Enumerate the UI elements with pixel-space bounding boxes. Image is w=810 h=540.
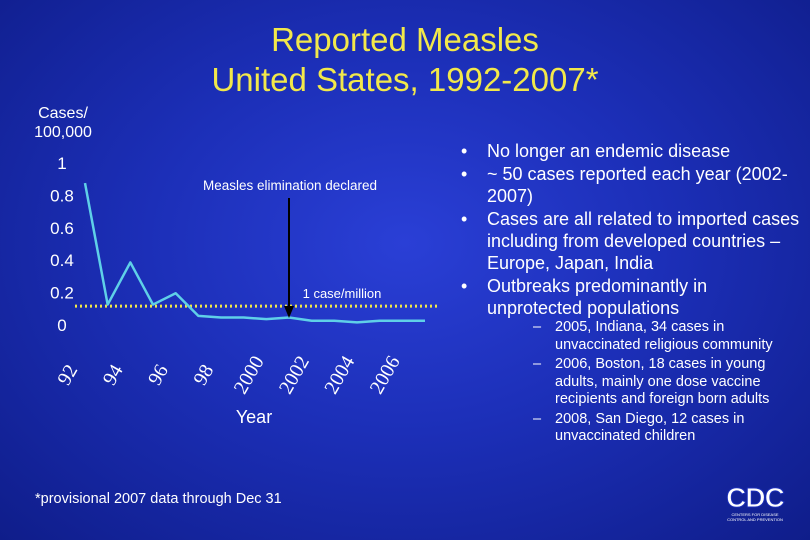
- x-tick-label: 96: [144, 361, 173, 389]
- x-tick-label: 94: [99, 361, 128, 389]
- cdc-logo: CDC CENTERS FOR DISEASE CONTROL AND PREV…: [722, 482, 788, 522]
- bullet-item-endemic: No longer an endemic disease: [453, 140, 803, 162]
- y-axis-label: Cases/: [38, 105, 88, 122]
- y-tick-label: 0.2: [50, 284, 74, 303]
- x-tick-label: 2002: [275, 352, 314, 398]
- y-tick-label: 0.4: [50, 251, 74, 270]
- x-tick-label: 2004: [320, 352, 359, 398]
- sub-bullet-indiana: 2005, Indiana, 34 cases in unvaccinated …: [487, 319, 803, 354]
- slide-title-line-1: Reported Measles: [271, 21, 539, 58]
- y-tick-label: 0: [57, 316, 66, 335]
- bullet-item-cases-per-year: ~ 50 cases reported each year (2002-2007…: [453, 163, 803, 207]
- y-tick-label: 1: [57, 154, 66, 173]
- logo-subtext: CENTERS FOR DISEASE CONTROL AND PREVENTI…: [727, 512, 783, 522]
- sub-bullet-boston: 2006, Boston, 18 cases in young adults, …: [487, 356, 803, 409]
- y-axis-label: 100,000: [34, 124, 92, 141]
- bullet-text: No longer an endemic disease: [487, 141, 731, 161]
- bullet-text: Outbreaks predominantly in unprotected p…: [487, 276, 708, 318]
- x-tick-label: 92: [53, 361, 82, 389]
- logo-text: CDC: [726, 482, 786, 513]
- reference-line-label: 1 case/million: [303, 286, 382, 301]
- bullet-text: Cases are all related to imported cases …: [487, 209, 800, 273]
- x-tick-label: 2000: [230, 352, 269, 398]
- sub-bullet-san-diego: 2008, San Diego, 12 cases in unvaccinate…: [487, 411, 803, 446]
- footnote: *provisional 2007 data through Dec 31: [35, 491, 282, 507]
- x-tick-label: 98: [189, 361, 218, 389]
- annotation-arrow-head: [284, 306, 294, 318]
- bullet-list: No longer an endemic disease ~ 50 cases …: [453, 140, 803, 448]
- y-tick-label: 0.8: [50, 186, 74, 205]
- sub-bullet-list: 2005, Indiana, 34 cases in unvaccinated …: [487, 319, 803, 446]
- series-line: [83, 182, 425, 324]
- slide-title-line-2: United States, 1992-2007*: [211, 61, 599, 98]
- y-tick-label: 0.6: [50, 219, 74, 238]
- annotation-label: Measles elimination declared: [203, 178, 377, 193]
- x-axis-label: Year: [236, 407, 272, 427]
- bullet-item-outbreaks: Outbreaks predominantly in unprotected p…: [453, 275, 803, 446]
- bullet-item-imported: Cases are all related to imported cases …: [453, 208, 803, 274]
- x-tick-label: 2006: [366, 352, 405, 398]
- bullet-text: ~ 50 cases reported each year (2002-2007…: [487, 164, 788, 206]
